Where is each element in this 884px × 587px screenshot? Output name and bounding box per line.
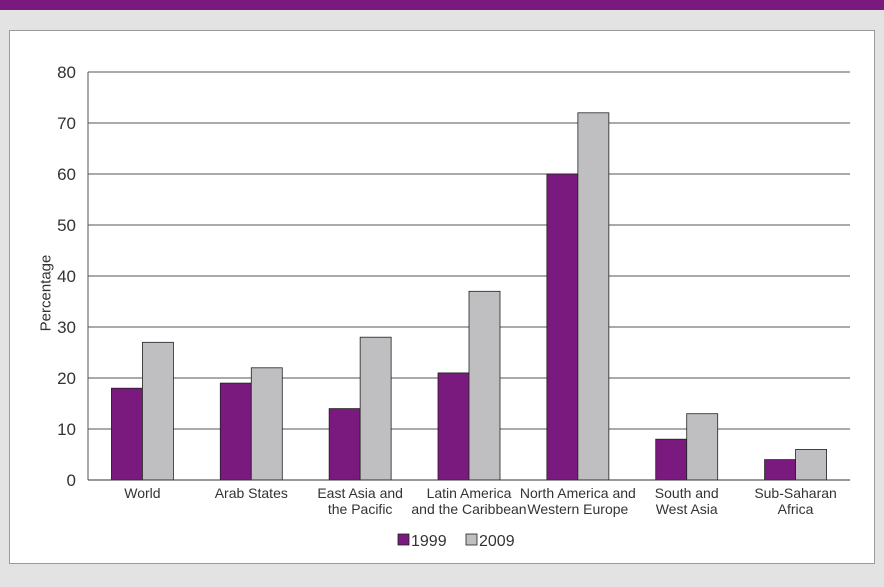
legend-label: 2009 (479, 533, 515, 550)
x-tick-label: and the Caribbean (411, 501, 526, 517)
legend-swatch-2009 (465, 533, 478, 546)
y-tick-label: 80 (57, 63, 76, 82)
y-tick-label: 30 (57, 318, 76, 337)
bar-2009 (795, 448, 827, 481)
x-tick-label: World (124, 485, 160, 501)
x-tick-label: Latin America (427, 485, 512, 501)
top-accent-bar (0, 0, 884, 10)
y-tick-label: 20 (57, 369, 76, 388)
chart-panel: 0 10 20 30 40 50 60 70 80 World Arab States East As… (9, 30, 875, 564)
y-tick-label: 70 (57, 114, 76, 133)
bar-2009 (686, 413, 719, 481)
x-tick-label: West Asia (656, 501, 718, 517)
bar-1999 (655, 438, 688, 481)
x-tick-label: Sub-Saharan (754, 485, 837, 501)
bar-2009 (142, 341, 174, 481)
bar-2009 (468, 290, 501, 481)
y-tick-label: 40 (57, 267, 76, 286)
y-tick-label: 0 (67, 471, 76, 490)
bar-chart: 0 10 20 30 40 50 60 70 80 World Arab States East As… (57, 63, 850, 550)
legend-swatch-1999 (397, 533, 410, 546)
y-tick-label: 50 (57, 216, 76, 235)
x-tick-label: Western Europe (527, 501, 628, 517)
x-tick-label: the Pacific (328, 501, 393, 517)
bar-2009 (250, 367, 283, 481)
y-tick-label: 10 (57, 420, 76, 439)
bar-1999 (546, 173, 579, 481)
legend-label: 1999 (411, 533, 447, 550)
x-tick-label: East Asia and (317, 485, 403, 501)
bar-2009 (577, 112, 610, 481)
bar-1999 (764, 459, 796, 481)
y-tick-label: 60 (57, 165, 76, 184)
x-tick-label: South and (655, 485, 719, 501)
bar-1999 (111, 387, 143, 481)
bar-1999 (219, 382, 252, 481)
x-tick-label: Arab States (215, 485, 288, 501)
y-axis-label: Percentage (37, 254, 55, 332)
bar-2009 (359, 336, 392, 481)
x-tick-label: Africa (778, 501, 814, 517)
bar-1999 (437, 372, 470, 481)
x-tick-label: North America and (520, 485, 636, 501)
bar-1999 (328, 408, 361, 481)
